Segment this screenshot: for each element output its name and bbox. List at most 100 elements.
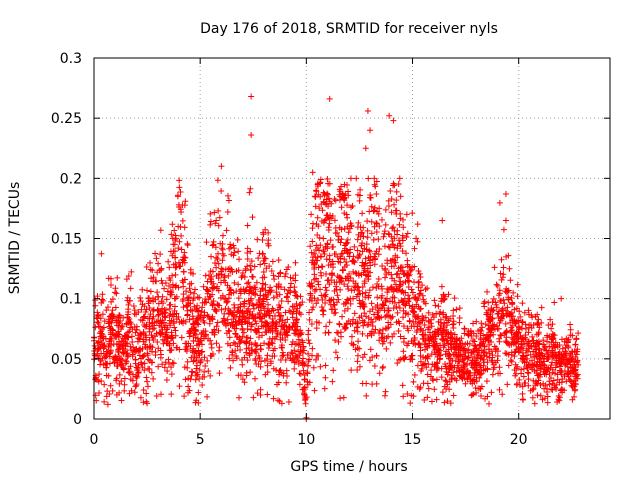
data-point [252,355,259,362]
data-point [391,277,398,284]
data-point [227,286,234,293]
data-point [417,352,424,359]
data-point [318,304,325,311]
data-point [519,335,526,342]
data-point [283,329,290,336]
data-point [109,312,116,319]
data-point [123,276,130,283]
data-point [411,263,418,270]
data-point [269,324,276,331]
data-point [293,353,300,360]
data-point [378,216,385,223]
data-point [422,286,429,293]
data-point [126,316,133,323]
data-point [340,394,347,401]
data-point [126,370,133,377]
data-point [157,331,164,338]
data-point [155,311,162,318]
data-point [219,250,226,257]
data-point [361,245,368,252]
data-point [461,355,468,362]
data-point [359,380,366,387]
data-point [256,334,263,341]
data-point [308,211,315,218]
data-point [548,362,555,369]
data-point [522,325,529,332]
data-point [381,266,388,273]
data-point [158,266,165,273]
data-point [140,336,147,343]
data-point [369,318,376,325]
x-tick-label: 15 [404,432,422,448]
data-point [129,353,136,360]
data-point [331,217,338,224]
data-point [251,348,258,355]
data-point [306,316,313,323]
data-point [506,265,513,272]
data-point [132,329,139,336]
data-point [516,347,523,354]
data-point [428,320,435,327]
data-point [154,289,161,296]
data-point [324,176,331,183]
data-point [431,297,438,304]
data-point [257,303,264,310]
data-point [166,320,173,327]
data-point [255,325,262,332]
data-point [424,285,431,292]
data-point [170,340,177,347]
data-point [275,257,282,264]
data-point [389,237,396,244]
data-point [176,184,183,191]
data-point [291,288,298,295]
data-point [376,327,383,334]
data-point [261,255,268,262]
data-point [329,378,336,385]
data-point [560,353,567,360]
data-point [112,304,119,311]
data-point [251,263,258,270]
data-point [386,231,393,238]
data-point [230,339,237,346]
data-point [282,336,289,343]
data-point [231,279,238,286]
data-point [182,318,189,325]
data-point [190,332,197,339]
data-point [234,236,241,243]
data-point [338,333,345,340]
data-point [346,270,353,277]
data-point [400,393,407,400]
data-point [572,341,579,348]
data-point [261,305,268,312]
data-point [536,324,543,331]
data-point [207,337,214,344]
data-point [368,218,375,225]
data-point [460,359,467,366]
data-point [541,368,548,375]
data-point [343,299,350,306]
data-point [390,305,397,312]
data-point [569,396,576,403]
data-point [149,267,156,274]
data-point [471,378,478,385]
data-point [129,377,136,384]
data-point [130,302,137,309]
data-point [499,274,506,281]
data-point [247,369,254,376]
data-point [470,330,477,337]
data-point [489,308,496,315]
data-point [436,356,443,363]
data-point [175,223,182,230]
data-point [199,382,206,389]
data-point [378,334,385,341]
data-point [357,186,364,193]
data-point [165,360,172,367]
data-point [166,283,173,290]
data-point [478,392,485,399]
data-point [138,361,145,368]
data-point [373,284,380,291]
y-axis-label: SRMTID / TECUs [7,182,23,295]
data-point [170,360,177,367]
data-point [254,342,261,349]
data-point [421,321,428,328]
